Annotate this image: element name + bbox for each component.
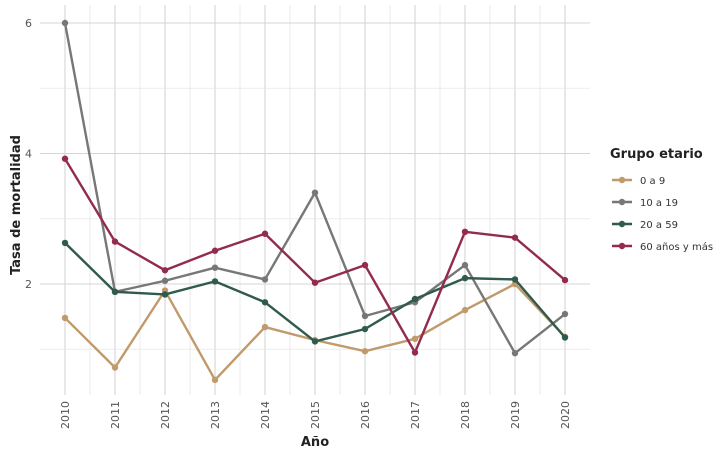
x-tick-label: 2017 bbox=[409, 401, 422, 429]
data-point bbox=[161, 277, 169, 284]
data-point bbox=[411, 295, 419, 303]
legend-item: 60 años y más bbox=[612, 241, 713, 253]
data-point bbox=[61, 314, 69, 322]
data-point bbox=[361, 348, 369, 355]
legend-key-point bbox=[618, 242, 626, 250]
data-point bbox=[311, 279, 319, 286]
grid bbox=[40, 5, 590, 395]
x-tick-label: 2012 bbox=[159, 401, 172, 429]
data-point bbox=[511, 276, 519, 283]
data-point bbox=[311, 338, 319, 345]
data-point bbox=[561, 310, 569, 318]
data-point bbox=[561, 334, 569, 341]
x-tick-label: 2016 bbox=[359, 401, 372, 429]
legend-key-point bbox=[618, 220, 626, 228]
data-point bbox=[61, 155, 69, 162]
data-point bbox=[261, 276, 269, 283]
legend-key-point bbox=[618, 198, 626, 206]
data-point bbox=[361, 312, 369, 320]
data-point bbox=[461, 274, 469, 282]
x-tick-label: 2015 bbox=[309, 401, 322, 429]
legend-item: 20 a 59 bbox=[612, 220, 678, 231]
y-tick-label: 4 bbox=[25, 148, 32, 161]
x-tick-label: 2013 bbox=[209, 401, 222, 429]
data-point bbox=[261, 299, 269, 306]
legend-label: 60 años y más bbox=[640, 241, 713, 253]
x-tick-label: 2011 bbox=[109, 401, 122, 429]
data-point bbox=[261, 230, 269, 237]
data-point bbox=[211, 376, 219, 384]
data-point bbox=[161, 291, 169, 298]
legend-item: 0 a 9 bbox=[612, 176, 665, 187]
data-point bbox=[561, 276, 569, 284]
data-point bbox=[411, 335, 419, 343]
data-point bbox=[161, 267, 169, 274]
y-tick-label: 2 bbox=[25, 278, 32, 291]
data-point bbox=[511, 234, 519, 241]
data-point bbox=[311, 189, 319, 196]
y-axis-ticks: 2 4 6 bbox=[25, 17, 32, 291]
series-3 bbox=[61, 155, 569, 356]
data-point bbox=[111, 288, 119, 296]
data-point bbox=[211, 247, 219, 254]
legend-key-point bbox=[618, 176, 626, 184]
data-point bbox=[411, 349, 419, 356]
x-tick-label: 2018 bbox=[459, 401, 472, 429]
legend-label: 10 a 19 bbox=[640, 198, 678, 209]
data-point bbox=[511, 349, 519, 357]
x-tick-label: 2010 bbox=[59, 401, 72, 429]
series-layer bbox=[61, 19, 569, 384]
x-tick-label: 2014 bbox=[259, 401, 272, 429]
x-tick-label: 2019 bbox=[509, 401, 522, 429]
legend-label: 20 a 59 bbox=[640, 220, 678, 231]
data-point bbox=[61, 239, 69, 247]
data-point bbox=[111, 364, 119, 371]
data-point bbox=[461, 228, 469, 235]
series-2 bbox=[61, 239, 569, 345]
data-point bbox=[261, 323, 269, 331]
x-tick-label: 2020 bbox=[559, 401, 572, 429]
data-point bbox=[211, 278, 219, 285]
data-point bbox=[461, 306, 469, 314]
y-axis-title: Tasa de mortalidad bbox=[9, 135, 24, 275]
data-point bbox=[111, 238, 119, 245]
legend-title: Grupo etario bbox=[610, 147, 703, 162]
legend-label: 0 a 9 bbox=[640, 176, 665, 187]
data-point bbox=[461, 261, 469, 269]
legend: Grupo etario 0 a 9 10 a 19 20 a 59 60 años … bbox=[610, 147, 713, 253]
y-tick-label: 6 bbox=[25, 17, 32, 30]
x-axis-ticks: 2010 2011 2012 2013 2014 2015 2016 2017 2018 2019… bbox=[59, 401, 572, 429]
data-point bbox=[211, 264, 219, 271]
data-point bbox=[61, 19, 69, 27]
legend-item: 10 a 19 bbox=[612, 198, 678, 209]
x-axis-title: Año bbox=[301, 435, 329, 450]
data-point bbox=[361, 325, 369, 333]
data-point bbox=[361, 261, 369, 269]
